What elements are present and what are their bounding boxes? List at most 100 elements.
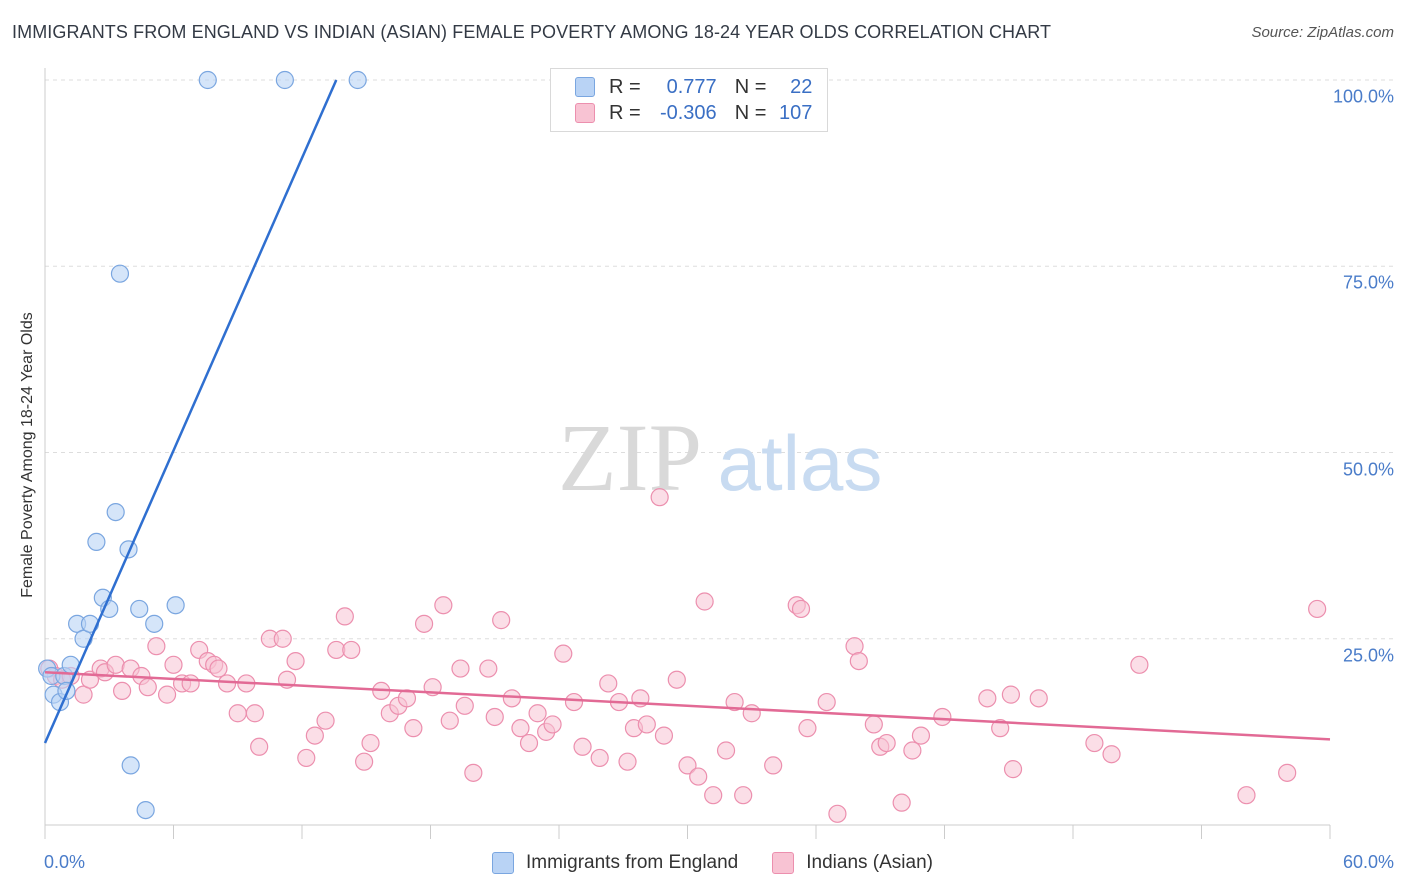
indians-point [1237,786,1256,805]
indians-point [464,763,483,782]
indians-point [991,719,1010,738]
chart-title: IMMIGRANTS FROM ENGLAND VS INDIAN (ASIAN… [12,22,1052,42]
england-point [110,264,130,283]
legend-r-value: 0.777 [666,75,717,98]
england-point [136,800,155,820]
england-point [106,502,125,522]
indians-point [764,756,783,775]
indians-point [502,689,521,708]
indians-point [933,707,952,727]
indians-point [217,674,237,693]
indians-point [716,741,736,760]
indians-point [1001,685,1020,704]
indians-point [864,715,883,734]
y-tick-label: 25.0% [1342,645,1394,666]
england-point [87,532,106,552]
legend-r-label: R = [609,101,641,124]
indians-point [1003,760,1023,779]
england-points [38,70,367,820]
stats-legend: R = 0.777 N = 22 R = -0.306 N = 107 [550,68,828,132]
indians-point [704,786,723,805]
legend-r-label: R = [609,75,641,98]
series-legend: Immigrants from England Indians (Asian) [492,852,967,874]
indians-point [573,737,592,756]
indians-point [434,596,453,615]
legend-label-indians: Indians (Asian) [806,852,933,873]
indians-point [654,726,674,745]
indians-point [911,726,931,745]
indians-point [892,793,911,812]
legend-n-label: N = [734,101,767,124]
y-tick-label: 75.0% [1342,272,1394,293]
indians-point [618,752,637,771]
indians-point [1102,745,1121,764]
legend-label-england: Immigrants from England [526,852,739,873]
indians-swatch [772,852,795,874]
indians-point [305,726,324,745]
legend-r-value: -0.306 [659,101,717,124]
indians-point [1278,763,1297,782]
indians-point [667,670,686,689]
source-note: Source: ZipAtlas.com [1251,24,1394,41]
england-trend-line [43,79,338,744]
indians-swatch [575,103,595,123]
indians-point [485,707,504,727]
trend-lines [43,79,1331,744]
indians-point [164,655,183,674]
indians-point [451,659,470,678]
indians-point [181,674,200,693]
indians-point [414,614,434,633]
indians-trend-line [44,671,1331,741]
indians-point [1308,599,1327,619]
indians-point [404,719,423,738]
indians-point [245,704,264,723]
y-tick-label: 50.0% [1342,459,1394,479]
indians-point [455,696,474,715]
indians-point [695,592,714,611]
indians-point [678,756,697,775]
indians-point [637,715,656,734]
indians-point [742,704,761,723]
indians-point [564,692,584,712]
legend-row-england: R = 0.777 N = 22 [575,75,812,99]
indians-point [228,704,247,723]
legend-n-value: 22 [790,75,813,98]
indians-point [511,719,530,738]
indians-point [519,733,539,753]
indians-point [361,733,380,753]
england-point [130,599,149,619]
indians-point [845,637,864,656]
england-point [275,70,294,90]
indians-point [599,674,618,693]
indians-point [734,786,753,805]
indians-point [492,611,511,630]
axes [44,68,1331,839]
indians-point [978,689,997,708]
indians-point [335,607,354,626]
indians-point [1130,655,1149,674]
watermark: ZIP atlas [558,404,882,511]
legend-item-indians: Indians (Asian) [772,852,933,874]
legend-n-value: 107 [779,101,813,124]
indians-point [209,659,228,678]
indians-point [297,748,316,768]
indians-point [877,733,896,753]
england-swatch [575,77,595,97]
indians-point [273,629,292,648]
england-point [145,614,164,633]
y-tick-label: 100.0% [1332,86,1394,107]
indians-point [554,644,573,663]
indians-point [157,685,177,704]
indians-point [397,689,417,708]
indians-point [543,715,562,734]
indians-point [342,640,361,660]
x-tick-min: 0.0% [44,852,86,872]
england-point [348,70,367,90]
indians-point [286,651,305,671]
legend-row-indians: R = -0.306 N = 107 [575,101,812,125]
indians-point [316,711,335,730]
indians-point [528,704,547,723]
indians-point [725,692,744,712]
x-tick-max: 60.0% [1342,852,1394,872]
